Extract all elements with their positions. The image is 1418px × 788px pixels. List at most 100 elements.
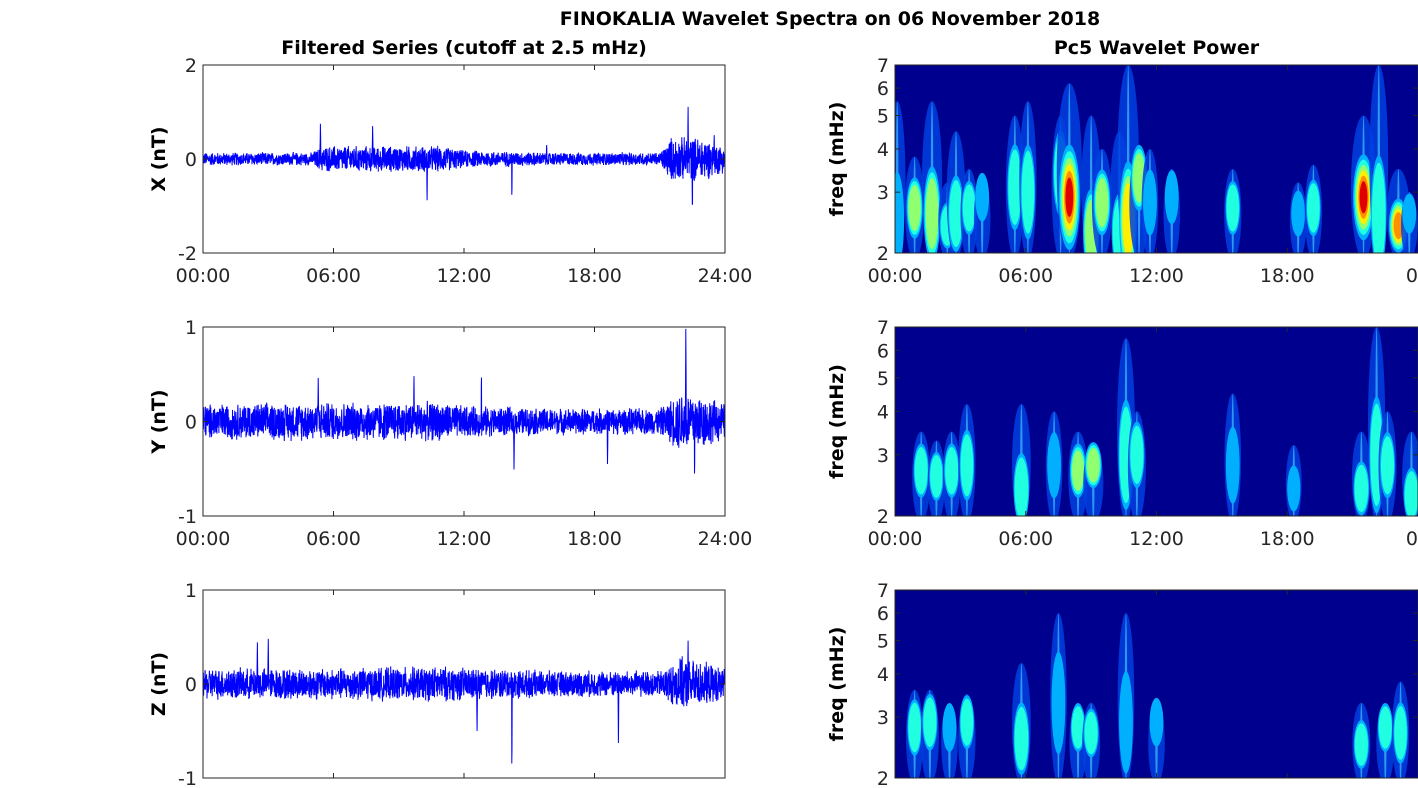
power-blob — [1019, 101, 1037, 253]
power-blob — [1148, 697, 1165, 778]
power-blob — [1012, 404, 1031, 516]
y-tick-label: 1 — [185, 580, 197, 602]
y-tick-label: 3 — [877, 182, 889, 204]
y-axis-label: X (nT) — [148, 126, 170, 191]
power-blob — [921, 101, 943, 253]
x-tick-label: 00 — [1406, 528, 1418, 550]
power-blob — [1012, 663, 1031, 778]
power-blob — [1289, 182, 1307, 253]
y-tick-label: 0 — [185, 149, 197, 171]
power-blob — [958, 404, 976, 516]
power-blob — [1224, 169, 1242, 253]
x-tick-label: 18:00 — [567, 528, 622, 550]
y-tick-label: 4 — [877, 401, 889, 423]
y-tick-label: 3 — [877, 707, 889, 729]
x-tick-label: 06:00 — [306, 528, 361, 550]
power-blob — [1391, 681, 1410, 778]
power-blob — [1163, 169, 1181, 253]
power-blob — [1401, 192, 1418, 253]
power-blob — [895, 101, 906, 253]
y-tick-label: 5 — [877, 368, 889, 390]
power-blob — [1045, 411, 1063, 516]
y-tick-label: -1 — [178, 506, 197, 528]
y-tick-label: 5 — [877, 630, 889, 652]
y-tick-label: 0 — [185, 412, 197, 434]
power-blob — [1352, 702, 1371, 778]
power-blob — [973, 172, 991, 253]
spectrum-background — [895, 327, 1418, 516]
x-tick-label: 18:00 — [567, 265, 622, 287]
axes-title: Pc5 Wavelet Power — [1054, 37, 1260, 59]
power-blob — [1402, 431, 1418, 516]
power-blob — [905, 689, 924, 778]
y-tick-label: 6 — [877, 78, 889, 100]
x-tick-label: 12:00 — [1129, 528, 1184, 550]
y-tick-label: 0 — [185, 674, 197, 696]
y-tick-label: 2 — [877, 243, 889, 265]
y-tick-label: 2 — [877, 768, 889, 788]
x-tick-label: 18:00 — [1260, 265, 1315, 287]
power-blob — [904, 156, 925, 253]
x-tick-label: 00:00 — [176, 265, 231, 287]
power-blob — [1069, 702, 1087, 778]
y-axis-label: Y (nT) — [148, 389, 170, 454]
figure-title: FINOKALIA Wavelet Spectra on 06 November… — [560, 8, 1100, 30]
power-blob — [1304, 164, 1323, 253]
y-tick-label: 6 — [877, 340, 889, 362]
power-blob — [1127, 411, 1146, 516]
y-axis-label: freq (mHz) — [826, 364, 848, 479]
power-blob — [1005, 115, 1024, 253]
y-tick-label: 7 — [877, 580, 889, 602]
y-tick-label: 7 — [877, 55, 889, 77]
series-panel-2: -1 0 1 Z (nT) — [148, 580, 726, 788]
wavelet-panel-1: 00:00 06:00 12:00 18:00 00 2 3 4 5 67 freq (mHz) — [826, 317, 1418, 550]
x-tick-label: 06:00 — [998, 265, 1053, 287]
power-blob — [1141, 148, 1159, 253]
power-blob — [958, 694, 976, 778]
axes-title: Filtered Series (cutoff at 2.5 mHz) — [281, 37, 647, 59]
series-line — [203, 328, 725, 474]
wavelet-panel-2: 2 3 4 5 67 freq (mHz) — [826, 580, 1418, 788]
x-tick-label: 18:00 — [1260, 528, 1315, 550]
y-tick-label: -2 — [178, 243, 197, 265]
power-blob — [1350, 115, 1377, 253]
power-blob — [912, 431, 931, 516]
power-blob — [1050, 613, 1067, 778]
power-blob — [1224, 393, 1242, 516]
power-blob — [1056, 83, 1082, 253]
y-axis-label: freq (mHz) — [826, 102, 848, 217]
power-blob — [920, 689, 939, 778]
power-blob — [1082, 702, 1101, 778]
x-tick-label: 00:00 — [176, 528, 231, 550]
series-panel-0: 00:00 06:00 12:00 18:00 24:00 -2 0 2 X (nT) Filte… — [148, 37, 752, 287]
power-blob — [1117, 613, 1135, 778]
y-tick-label: 2 — [185, 55, 197, 77]
x-tick-label: 24:00 — [698, 528, 753, 550]
y-tick-label: 6 — [877, 603, 889, 625]
series-panel-1: 00:00 06:00 12:00 18:00 24:00 -1 0 1 Y (nT) — [148, 317, 752, 550]
y-tick-label: 2 — [877, 506, 889, 528]
y-tick-label: 1 — [185, 317, 197, 339]
y-tick-label: 7 — [877, 317, 889, 339]
y-tick-label: 4 — [877, 664, 889, 686]
series-line — [203, 106, 725, 205]
series-line — [203, 638, 725, 764]
power-blob — [1091, 148, 1113, 253]
power-blob — [1351, 431, 1371, 516]
power-blob — [1285, 445, 1302, 516]
power-blob — [1068, 431, 1088, 516]
power-blob — [1376, 702, 1395, 778]
power-blob — [1369, 65, 1389, 253]
y-tick-label: -1 — [178, 768, 197, 788]
y-axis-label: freq (mHz) — [826, 627, 848, 742]
power-blob — [1378, 411, 1397, 516]
power-blob — [960, 169, 978, 253]
x-tick-label: 12:00 — [437, 528, 492, 550]
x-tick-label: 06:00 — [306, 265, 361, 287]
power-blob — [927, 440, 946, 516]
power-blob — [1083, 442, 1104, 516]
y-tick-label: 4 — [877, 139, 889, 161]
x-tick-label: 12:00 — [437, 265, 492, 287]
y-axis-label: Z (nT) — [148, 652, 170, 716]
